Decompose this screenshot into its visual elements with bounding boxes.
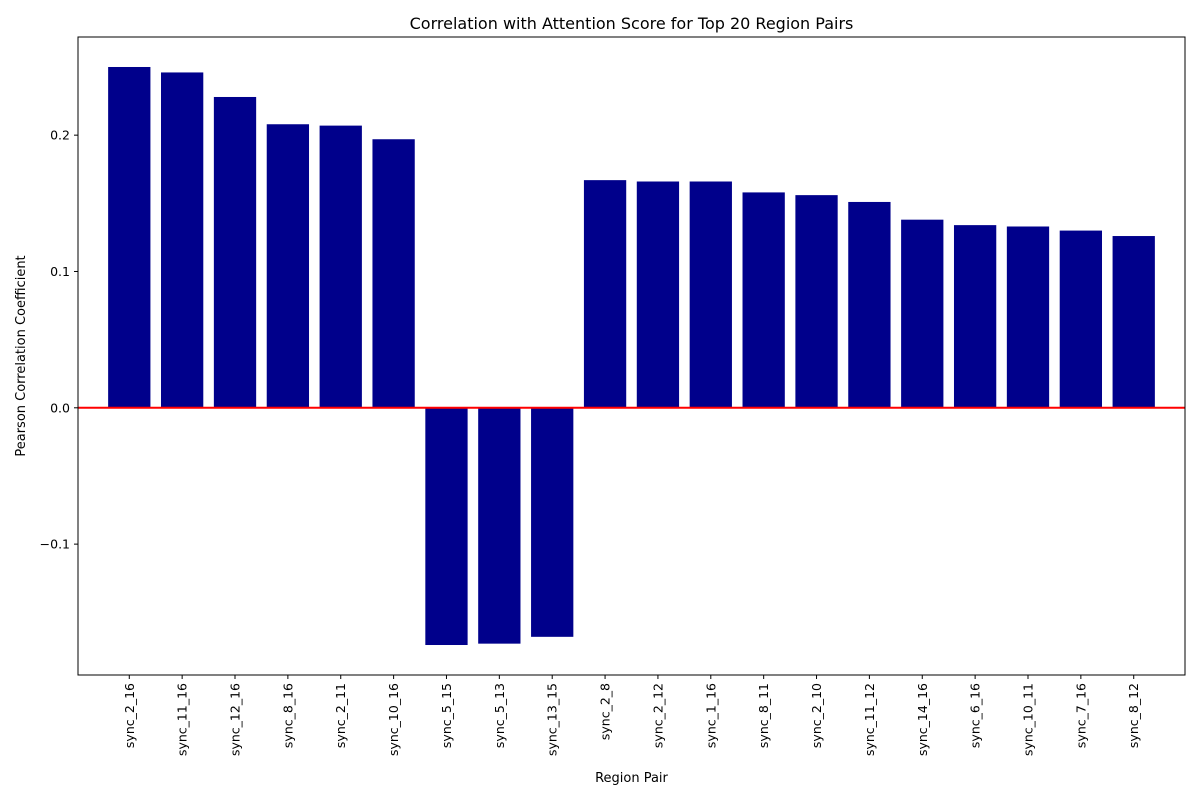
bar-sync-8-12 — [1112, 236, 1155, 408]
bar-sync-10-16 — [372, 139, 415, 408]
bar-sync-2-16 — [108, 66, 151, 408]
x-tick-label: sync_8_16 — [280, 683, 295, 748]
x-tick-label: sync_2_10 — [809, 683, 824, 748]
bar-sync-8-16 — [266, 124, 310, 408]
bars-layer — [108, 66, 1155, 646]
y-tick-label: 0.0 — [50, 400, 70, 415]
x-tick-label: sync_2_11 — [333, 683, 348, 748]
x-tick-label: sync_12_16 — [228, 683, 243, 756]
bar-sync-10-11 — [1006, 226, 1050, 408]
x-axis: sync_2_16 sync_11_16 sync_12_16 sync_8_16 sy… — [122, 675, 1141, 756]
y-axis: −0.1 0.0 0.1 0.2 — [40, 128, 78, 552]
y-axis-title: Pearson Correlation Coefficient — [14, 255, 29, 456]
x-tick-label: sync_8_11 — [756, 683, 771, 748]
bar-sync-5-13 — [478, 407, 521, 644]
bar-sync-2-11 — [319, 125, 362, 408]
plot-frame — [77, 36, 1186, 676]
x-tick-label: sync_5_13 — [492, 683, 507, 748]
x-tick-label: sync_1_16 — [703, 683, 718, 748]
x-tick-label: sync_14_16 — [915, 683, 930, 756]
bar-sync-12-16 — [213, 96, 257, 408]
bar-sync-1-16 — [689, 181, 732, 408]
bar-sync-14-16 — [901, 219, 944, 408]
y-tick-label: 0.2 — [50, 128, 70, 143]
bar-sync-13-15 — [531, 407, 574, 637]
x-tick-label: sync_8_12 — [1126, 683, 1141, 748]
x-tick-label: sync_10_11 — [1020, 683, 1035, 756]
x-tick-label: sync_11_16 — [175, 683, 190, 756]
bar-sync-2-10 — [795, 195, 838, 408]
x-tick-label: sync_11_12 — [862, 683, 877, 756]
bar-sync-2-8 — [583, 180, 627, 408]
bar-sync-7-16 — [1059, 230, 1103, 408]
bar-sync-6-16 — [953, 225, 997, 408]
bar-sync-8-11 — [742, 192, 785, 408]
bar-sync-11-16 — [160, 72, 204, 408]
bar-sync-2-12 — [636, 181, 680, 408]
x-tick-label: sync_2_12 — [650, 683, 665, 748]
bar-sync-5-15 — [425, 407, 468, 646]
x-tick-label: sync_2_8 — [598, 683, 613, 740]
x-tick-label: sync_13_15 — [545, 683, 560, 756]
y-tick-label: 0.1 — [50, 264, 70, 279]
x-tick-label: sync_6_16 — [968, 683, 983, 748]
chart-title: Correlation with Attention Score for Top… — [410, 14, 854, 33]
y-tick-label: −0.1 — [40, 537, 70, 552]
x-tick-label: sync_10_16 — [386, 683, 401, 756]
x-axis-title: Region Pair — [595, 771, 668, 786]
bar-sync-11-12 — [848, 201, 891, 408]
x-tick-label: sync_7_16 — [1073, 683, 1088, 748]
x-tick-label: sync_2_16 — [122, 683, 137, 748]
x-tick-label: sync_5_15 — [439, 683, 454, 748]
